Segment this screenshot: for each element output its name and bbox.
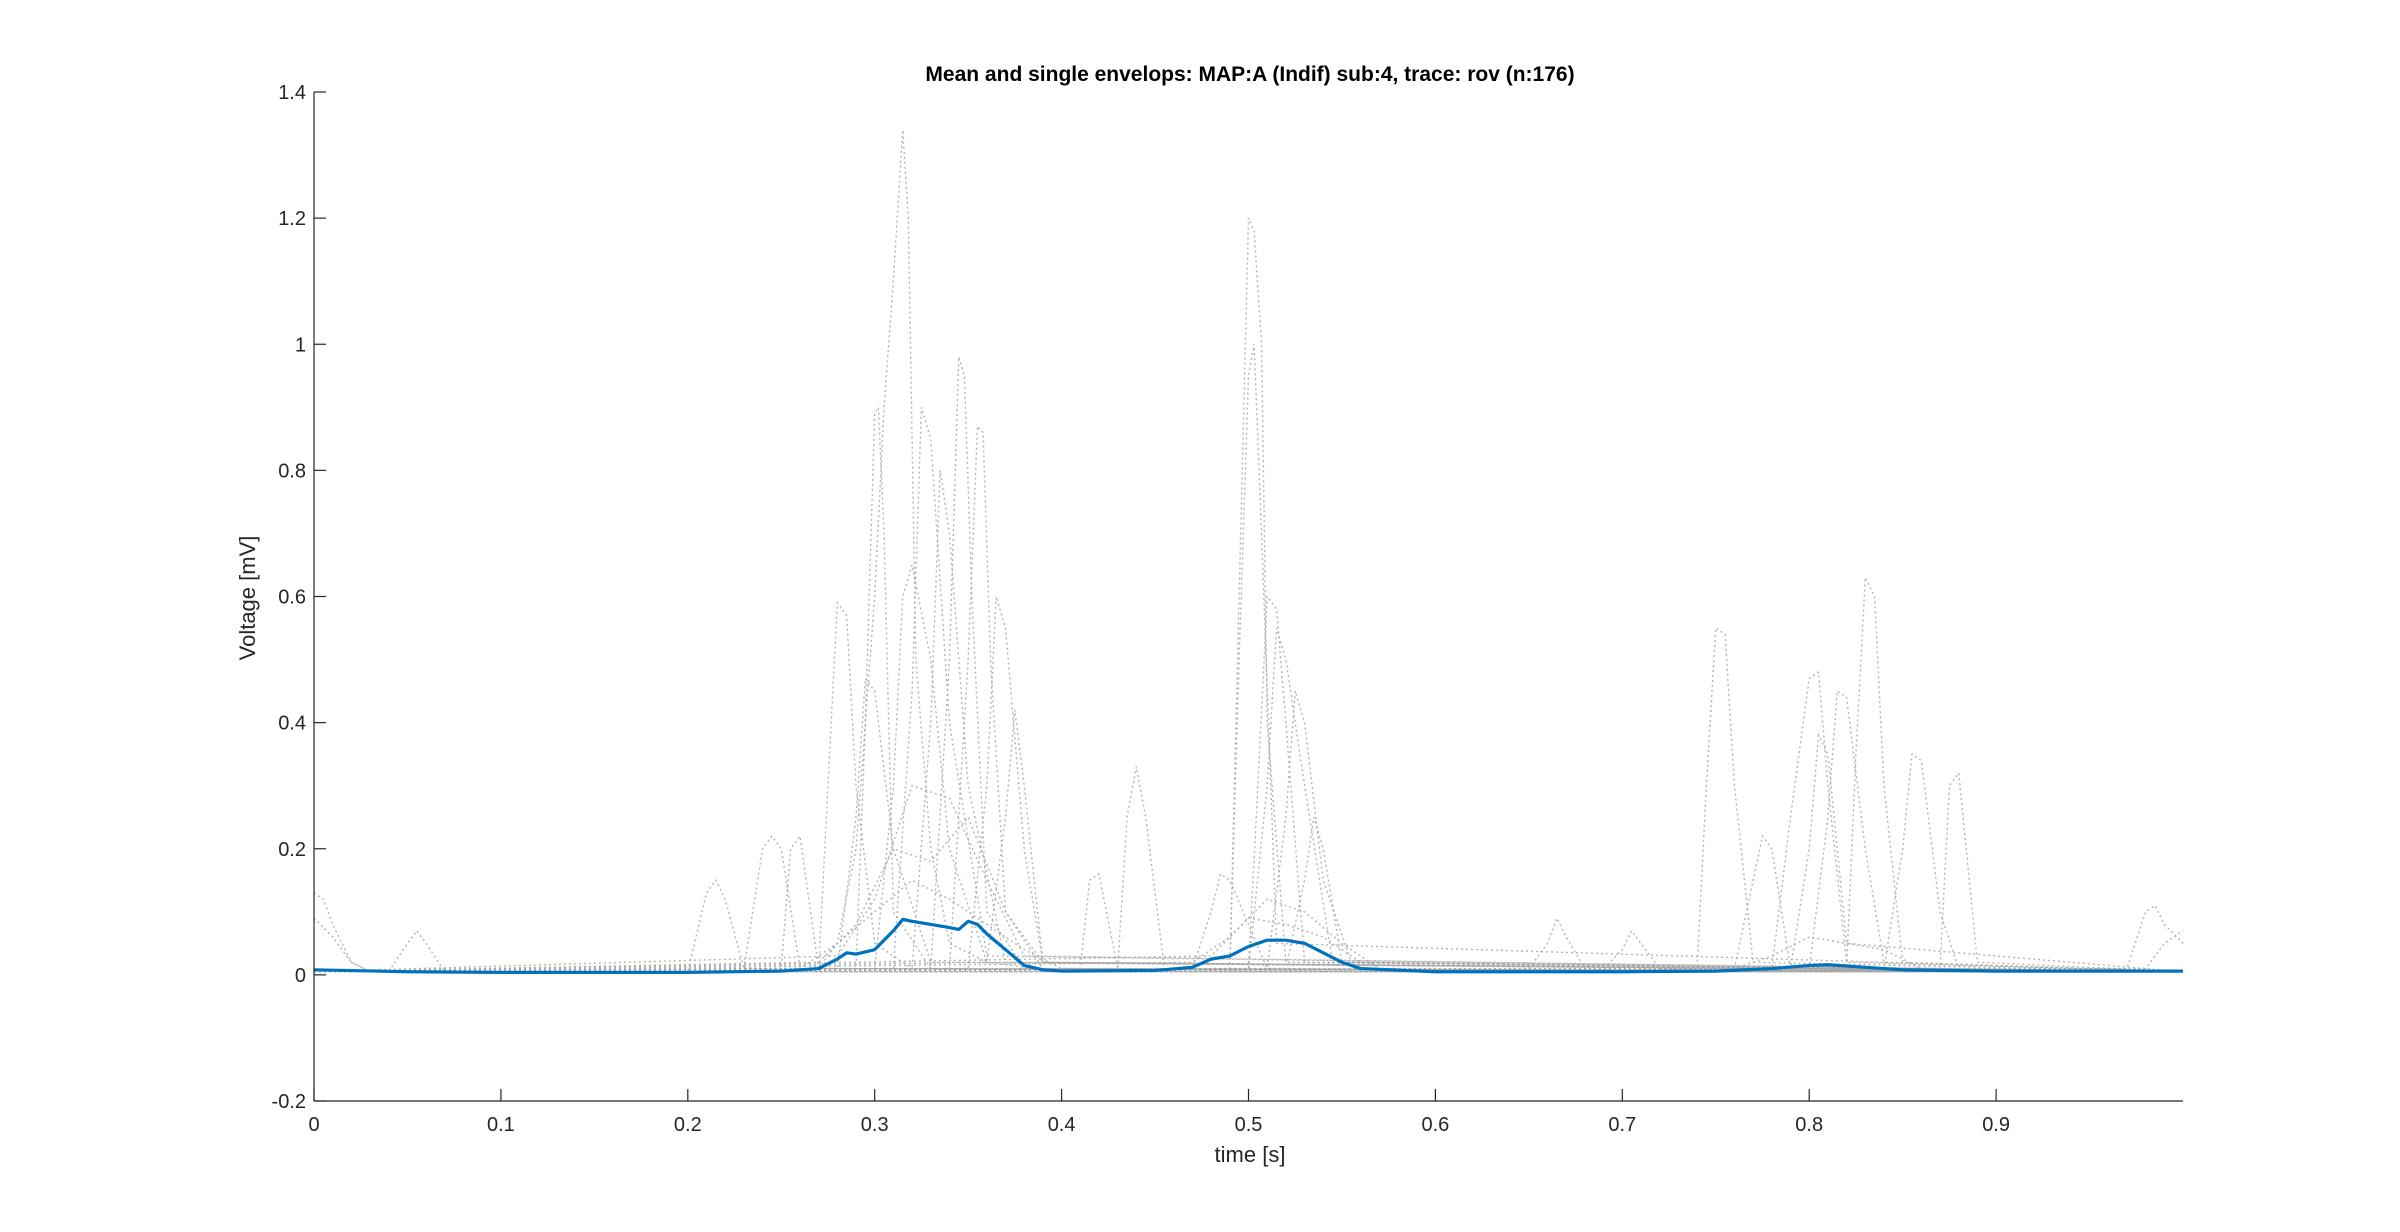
x-tick-label: 0.1 [487, 1114, 515, 1136]
y-tick-label: 1.2 [278, 208, 306, 230]
single-trace-line [313, 709, 2184, 973]
y-axis-label: Voltage [mV] [235, 536, 260, 661]
single-trace-line [313, 834, 2184, 973]
mean-trace-group [313, 917, 2183, 974]
single-trace-line [313, 564, 2184, 973]
y-tick-label: -0.2 [272, 1091, 306, 1113]
single-trace-line [313, 834, 2184, 973]
x-axis-label: time [s] [1215, 1142, 1286, 1167]
y-tick-label: 0.4 [278, 713, 306, 735]
chart-title: Mean and single envelops: MAP:A (Indif) … [925, 63, 1574, 86]
single-trace-line [313, 626, 2184, 973]
single-trace-line [313, 936, 2184, 973]
single-trace-line [313, 690, 2184, 973]
y-tick-label: 1 [295, 334, 306, 356]
single-trace-line [313, 872, 2184, 973]
single-trace-line [314, 878, 2184, 973]
x-tick-label: 0.4 [1048, 1114, 1076, 1136]
single-trace-line [313, 815, 2184, 973]
single-trace-line [313, 424, 2184, 973]
single-trace-line [313, 898, 2184, 973]
x-tick-label: 0 [308, 1114, 319, 1136]
x-tick-label: 0.9 [1982, 1114, 2010, 1136]
y-tick-label: 0.2 [278, 839, 306, 861]
x-tick-label: 0.6 [1421, 1114, 1449, 1136]
x-tick-label: 0.8 [1795, 1114, 1823, 1136]
single-trace-line [313, 600, 2184, 973]
single-trace-line [314, 129, 2183, 973]
single-trace-line [313, 594, 2184, 973]
single-trace-line [313, 879, 2184, 973]
single-trace-line [313, 356, 2184, 973]
single-trace-line [313, 689, 2184, 973]
axes-group: 0 0.1 0.2 0.3 0.4 0.5 0.6 0.7 0.8 0.9-0.200.20.40… [272, 82, 2183, 1136]
x-tick-label: 0.5 [1235, 1114, 1263, 1136]
x-tick-label: 0.7 [1608, 1114, 1636, 1136]
single-trace-line [313, 627, 2184, 973]
y-tick-label: 1.4 [278, 82, 306, 104]
y-tick-label: 0 [295, 965, 306, 987]
x-tick-label: 0.3 [861, 1114, 889, 1136]
y-tick-label: 0.6 [278, 587, 306, 609]
single-trace-line [313, 217, 2184, 973]
single-trace-line [313, 670, 2184, 973]
y-tick-label: 0.8 [278, 460, 306, 482]
single-trace-line [313, 407, 2184, 973]
single-trace-line [313, 784, 2184, 973]
single-trace-line [313, 752, 2184, 973]
x-tick-label: 0.2 [674, 1114, 702, 1136]
mean-trace-line [313, 917, 2183, 974]
